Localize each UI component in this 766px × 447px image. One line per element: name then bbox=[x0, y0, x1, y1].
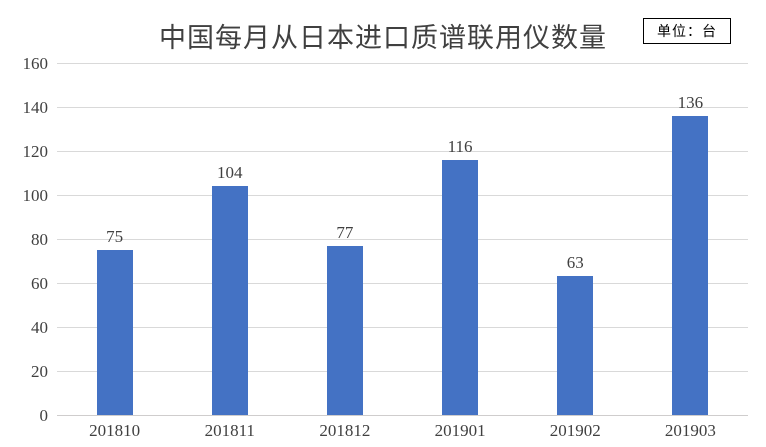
gridline bbox=[57, 239, 748, 240]
gridline bbox=[57, 151, 748, 152]
y-axis-tick-label: 80 bbox=[31, 229, 48, 249]
x-axis-tick-label: 201901 bbox=[434, 421, 486, 440]
gridline bbox=[57, 195, 748, 196]
bar-201810 bbox=[96, 250, 133, 415]
y-axis-tick-label: 120 bbox=[22, 141, 49, 161]
x-axis-line bbox=[57, 415, 748, 416]
bar-201812 bbox=[326, 245, 363, 415]
y-axis-tick-label: 40 bbox=[31, 317, 48, 337]
x-axis-tick-label: 201812 bbox=[319, 421, 371, 440]
y-axis-tick-label: 60 bbox=[31, 273, 48, 293]
bar-value-label: 104 bbox=[217, 163, 243, 183]
bar-value-label: 75 bbox=[106, 227, 124, 246]
bar-201811 bbox=[211, 186, 248, 415]
gridline bbox=[57, 63, 748, 64]
bar-value-label: 63 bbox=[566, 253, 584, 273]
gridline bbox=[57, 371, 748, 372]
chart-title: 中国每月从日本进口质谱联用仪数量 bbox=[159, 23, 607, 53]
y-axis-tick-label: 100 bbox=[22, 185, 49, 205]
gridline bbox=[57, 107, 748, 108]
y-axis-tick-label: 0 bbox=[39, 405, 49, 425]
bar-201901 bbox=[442, 159, 479, 415]
x-axis-tick-label: 201903 bbox=[664, 421, 716, 440]
gridline bbox=[57, 283, 748, 284]
y-axis-tick-label: 140 bbox=[22, 97, 49, 117]
y-axis-tick-label: 160 bbox=[22, 53, 49, 73]
y-axis-tick-label: 20 bbox=[31, 361, 48, 381]
bar-value-label: 136 bbox=[677, 92, 704, 112]
gridline bbox=[57, 327, 748, 328]
bar-value-label: 77 bbox=[336, 222, 354, 242]
x-axis-tick-label: 201811 bbox=[204, 421, 255, 440]
x-axis-tick-label: 201902 bbox=[549, 421, 601, 440]
bar-201902 bbox=[557, 276, 594, 415]
bar-201903 bbox=[672, 115, 709, 415]
bar-value-label: 116 bbox=[447, 136, 473, 156]
unit-label: 单位：台 bbox=[657, 23, 717, 39]
unit-label-box: 单位：台 bbox=[643, 18, 731, 44]
x-axis-tick-label: 201810 bbox=[89, 421, 141, 440]
